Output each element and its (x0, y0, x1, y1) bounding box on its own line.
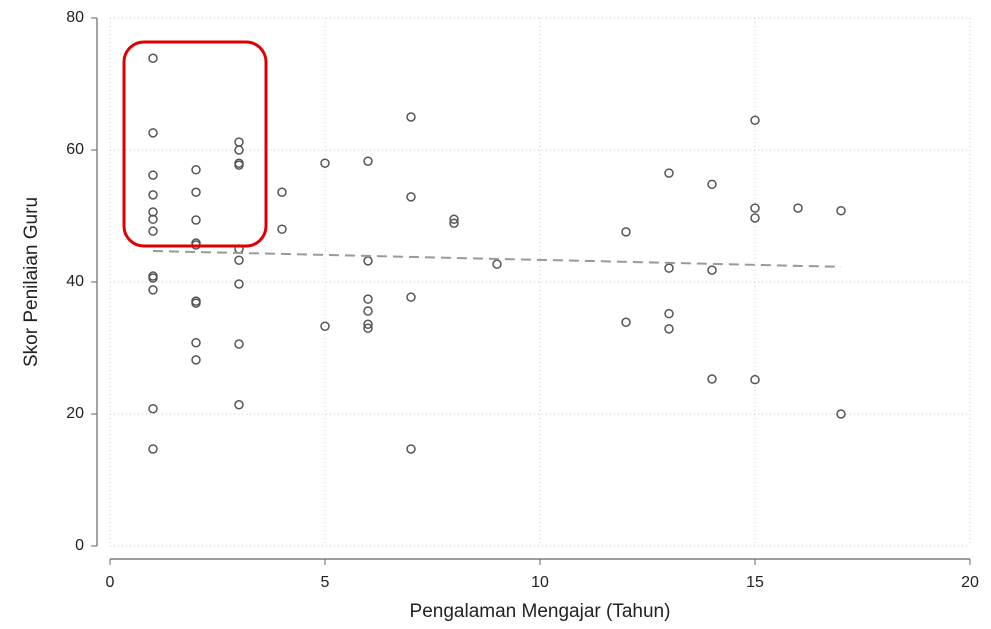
data-point (191, 165, 201, 175)
data-point (836, 205, 846, 216)
y-tick-label: 20 (66, 405, 84, 422)
data-point (191, 187, 201, 197)
data-point (320, 158, 330, 168)
data-point (363, 323, 373, 333)
data-point (191, 298, 201, 308)
data-point (836, 409, 846, 419)
data-point (664, 168, 674, 178)
data-point (148, 273, 158, 283)
data-point (234, 339, 244, 349)
data-point (664, 308, 674, 319)
data-point (234, 255, 244, 265)
data-point (406, 444, 416, 454)
x-tick-label: 20 (961, 574, 979, 591)
x-axis-title: Pengalaman Mengajar (Tahun) (410, 601, 671, 622)
data-point (664, 263, 674, 273)
y-tick-label: 40 (66, 273, 84, 290)
data-point (148, 53, 158, 64)
data-point (320, 321, 330, 331)
data-point (148, 285, 158, 295)
plot-area: 0 20 40 60 80 0 5 10 15 20 (66, 9, 979, 591)
data-point (234, 160, 244, 170)
data-point (234, 279, 244, 289)
data-point (148, 190, 158, 200)
data-point (621, 317, 631, 328)
data-point (363, 306, 373, 316)
data-point (191, 355, 201, 365)
highlight-box (122, 40, 268, 248)
data-point (148, 170, 158, 180)
y-axis-title: Skor Penilaian Guru (21, 197, 42, 367)
data-point (750, 213, 760, 223)
data-point (449, 218, 459, 229)
data-point (406, 112, 416, 122)
data-point (664, 324, 674, 334)
data-point (148, 444, 158, 454)
data-point (363, 156, 373, 166)
fit-line (152, 249, 842, 268)
data-point (363, 256, 373, 266)
x-tick-label: 0 (106, 574, 115, 591)
data-point (277, 187, 287, 197)
data-point (793, 203, 803, 213)
x-tick-label: 10 (531, 574, 549, 591)
y-tick-label: 60 (66, 141, 84, 158)
data-point (621, 227, 631, 237)
data-point (234, 400, 244, 410)
data-point (148, 214, 158, 225)
data-point (492, 259, 502, 269)
data-point (234, 137, 244, 147)
data-point (406, 192, 416, 202)
data-point (406, 292, 416, 302)
data-point (148, 226, 158, 236)
data-point (707, 265, 717, 275)
x-tick-label: 5 (321, 574, 330, 591)
data-point (750, 374, 760, 385)
y-tick-label: 0 (75, 537, 84, 554)
data-point (148, 128, 158, 138)
data-point (750, 115, 760, 126)
data-point (191, 215, 201, 225)
data-point (707, 179, 717, 190)
data-point (363, 294, 373, 304)
data-point (191, 337, 201, 348)
y-tick-label: 80 (66, 9, 84, 26)
data-point (234, 145, 244, 155)
data-point (449, 214, 459, 225)
data-point (277, 224, 287, 234)
data-point (750, 203, 760, 213)
data-point (148, 403, 158, 414)
data-point (707, 374, 717, 384)
x-tick-label: 15 (746, 574, 764, 591)
data-point (363, 319, 373, 329)
